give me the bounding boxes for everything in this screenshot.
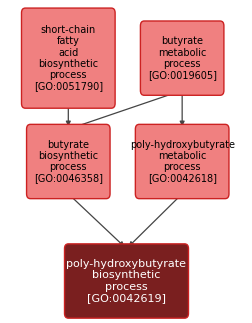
FancyBboxPatch shape — [26, 124, 110, 199]
FancyBboxPatch shape — [64, 244, 188, 318]
Text: poly-hydroxybutyrate
biosynthetic
process
[GO:0042619]: poly-hydroxybutyrate biosynthetic proces… — [66, 259, 186, 303]
Text: butyrate
metabolic
process
[GO:0019605]: butyrate metabolic process [GO:0019605] — [147, 36, 216, 80]
FancyBboxPatch shape — [21, 8, 115, 108]
FancyBboxPatch shape — [140, 21, 223, 95]
Text: butyrate
biosynthetic
process
[GO:0046358]: butyrate biosynthetic process [GO:004635… — [34, 140, 102, 183]
FancyBboxPatch shape — [135, 124, 228, 199]
Text: poly-hydroxybutyrate
metabolic
process
[GO:0042618]: poly-hydroxybutyrate metabolic process [… — [129, 140, 234, 183]
Text: short-chain
fatty
acid
biosynthetic
process
[GO:0051790]: short-chain fatty acid biosynthetic proc… — [34, 25, 103, 91]
